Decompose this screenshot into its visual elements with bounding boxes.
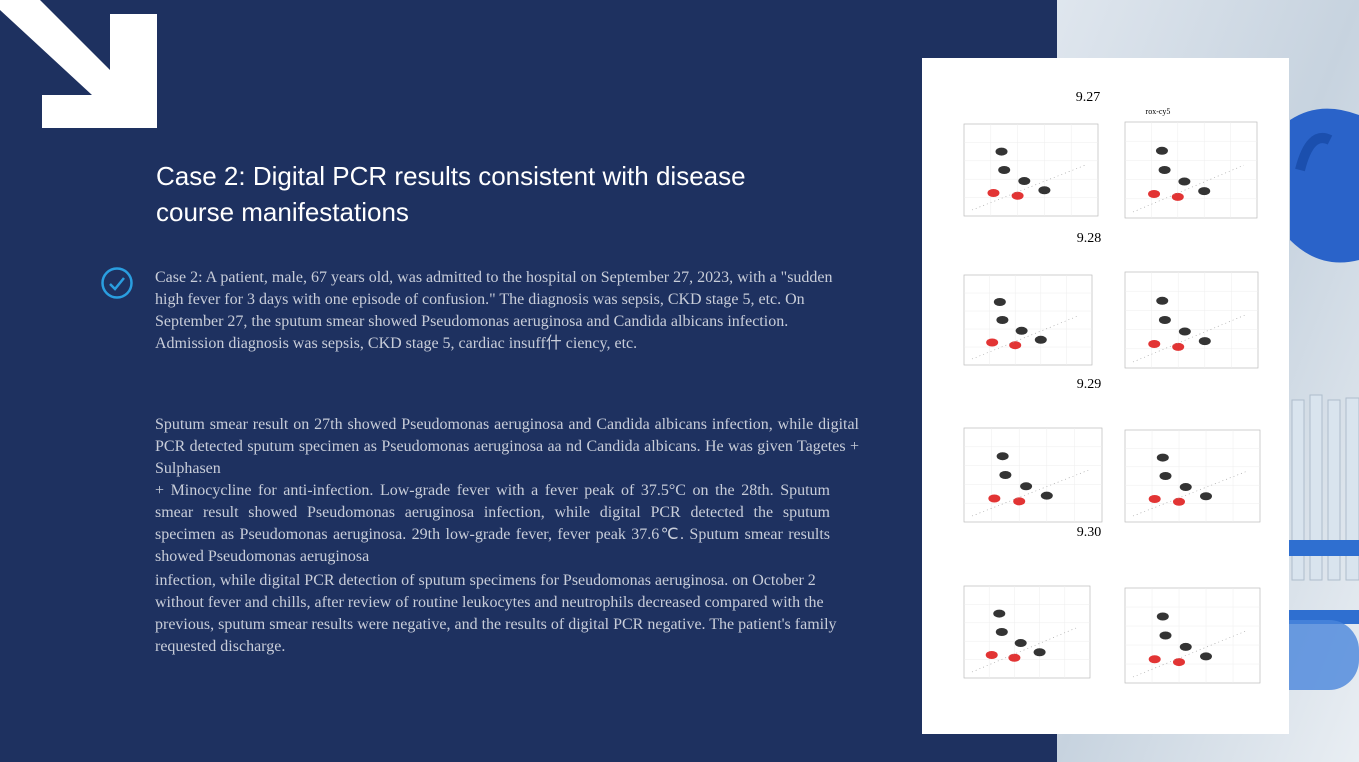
- plot-frame: [1124, 429, 1261, 523]
- plot-cluster: [1159, 631, 1172, 640]
- plot-frame: [963, 274, 1093, 366]
- plot-cluster: [987, 189, 1000, 197]
- plot-cluster: [1173, 658, 1185, 667]
- plot-cluster: [993, 609, 1006, 618]
- date-label: 9.29: [1077, 377, 1102, 392]
- date-label: 9.27: [1076, 90, 1101, 105]
- plot-cluster: [1148, 655, 1161, 664]
- plot-cluster: [993, 298, 1006, 306]
- plot-frame: [1124, 271, 1259, 369]
- plot-frame: [1124, 587, 1261, 684]
- plot-cluster: [1172, 342, 1185, 351]
- check-mark: [109, 277, 125, 291]
- plot-cluster: [1148, 340, 1161, 348]
- plot-cluster: [986, 338, 999, 347]
- plot-cluster: [1008, 653, 1021, 662]
- plot-scatter-line: [971, 165, 1085, 211]
- plot-scatter-line: [971, 470, 1089, 517]
- plot-cluster: [1158, 166, 1171, 174]
- plot-cluster: [1198, 187, 1211, 196]
- check-icon: [101, 267, 133, 299]
- plot-cluster: [1198, 337, 1211, 346]
- plot-cluster: [1148, 495, 1161, 503]
- glove: [1290, 108, 1359, 263]
- plot-scatter-line: [1132, 164, 1244, 213]
- plot-cluster: [1155, 146, 1168, 155]
- plot-cluster: [1015, 326, 1028, 335]
- plot-cluster: [1178, 177, 1191, 186]
- plot-cluster: [1018, 177, 1031, 186]
- plot-cluster: [996, 452, 1009, 461]
- paragraph: + Minocycline for anti-infection. Low-gr…: [155, 482, 830, 565]
- plot-cluster: [1200, 652, 1212, 661]
- slide-title: Case 2: Digital PCR results consistent w…: [156, 161, 746, 227]
- plot-cluster: [996, 316, 1009, 324]
- plot-cluster: [1159, 472, 1172, 480]
- date-label: 9.30: [1077, 525, 1102, 540]
- plot-cluster: [1013, 497, 1026, 506]
- plot-cluster: [998, 166, 1011, 174]
- plot-cluster: [1158, 316, 1171, 324]
- plot-frame: [1124, 121, 1258, 219]
- plot-frame: [963, 427, 1103, 523]
- plot-cluster: [1034, 335, 1047, 344]
- plot-cluster: [1156, 453, 1169, 462]
- plot-cluster: [1178, 327, 1191, 336]
- plot-cluster: [985, 651, 998, 659]
- plot-scatter-line: [1132, 314, 1245, 363]
- plot-frame: [963, 585, 1091, 679]
- arrow-icon: [0, 0, 157, 128]
- plot-scatter-line: [1132, 630, 1247, 678]
- plot-cluster: [1033, 648, 1046, 657]
- plot-scatter-line: [1132, 471, 1247, 517]
- paragraph: Case 2: A patient, male, 67 years old, w…: [155, 269, 833, 352]
- date-label: 9.28: [1077, 231, 1102, 246]
- plots: [963, 121, 1261, 684]
- plot-cluster: [999, 471, 1012, 479]
- plot-cluster: [1173, 497, 1185, 506]
- plot-cluster: [1156, 612, 1169, 621]
- plot-cluster: [1179, 483, 1192, 492]
- plot-cluster: [1200, 492, 1212, 501]
- channel-label: rox-cy5: [1146, 107, 1171, 116]
- plot-cluster: [1020, 482, 1033, 491]
- plot-cluster: [1038, 186, 1051, 195]
- plot-cluster: [988, 494, 1001, 503]
- plot-cluster: [1148, 190, 1161, 198]
- plot-scatter-line: [971, 315, 1080, 360]
- plot-frame: [963, 123, 1099, 217]
- plot-cluster: [1009, 341, 1022, 350]
- plot-cluster: [1011, 191, 1024, 200]
- paragraph: infection, while digital PCR detection o…: [155, 572, 837, 655]
- test-tubes: [1289, 394, 1359, 624]
- plot-cluster: [1171, 192, 1184, 201]
- paragraph: Sputum smear result on 27th showed Pseud…: [155, 416, 859, 477]
- glove-finger: [1295, 133, 1333, 172]
- plot-cluster: [1156, 296, 1169, 305]
- plot-cluster: [1040, 491, 1053, 500]
- plot-cluster: [995, 147, 1008, 156]
- plot-cluster: [1014, 639, 1027, 648]
- plot-cluster: [1179, 642, 1192, 651]
- plot-cluster: [995, 628, 1008, 636]
